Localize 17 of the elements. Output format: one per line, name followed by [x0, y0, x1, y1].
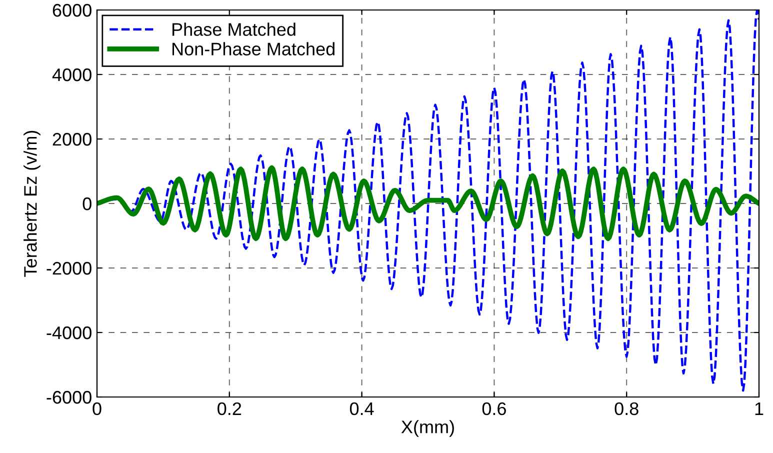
- x-tick-label: 0.8: [614, 402, 638, 416]
- y-tick-label: 4000: [52, 68, 92, 82]
- y-tick-label: -2000: [46, 262, 92, 275]
- y-axis-title: Terahertz Ez (v/m): [24, 130, 40, 277]
- y-tick-label: 0: [82, 197, 92, 210]
- x-tick-label: 0.6: [482, 402, 506, 416]
- x-tick-label: 0.2: [218, 402, 242, 416]
- x-tick-label: 0.4: [350, 402, 374, 416]
- y-tick-label: -4000: [46, 326, 92, 340]
- x-tick-label: 1: [755, 402, 764, 415]
- y-tick-label: 2000: [52, 132, 92, 146]
- legend-label: Non-Phase Matched: [172, 42, 334, 56]
- x-axis-title: X(mm): [401, 420, 454, 437]
- x-tick-label: 0: [92, 402, 102, 416]
- y-tick-label: 6000: [52, 4, 92, 17]
- legend-label: Phase Matched: [172, 22, 296, 36]
- y-tick-label: -6000: [46, 390, 92, 404]
